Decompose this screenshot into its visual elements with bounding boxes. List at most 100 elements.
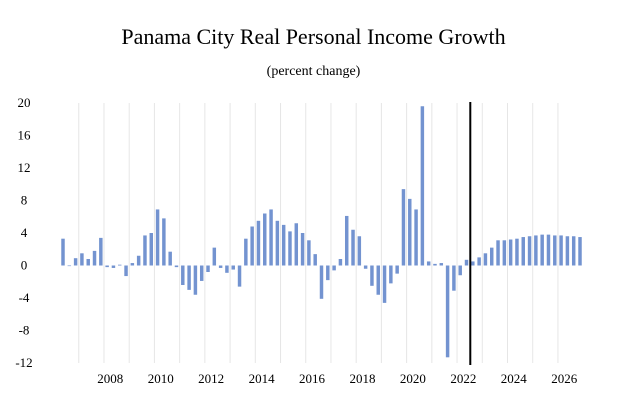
y-tick-label: -8 (19, 323, 30, 338)
bar (534, 235, 538, 266)
x-tick-label: 2020 (400, 371, 426, 386)
bar (332, 265, 336, 271)
bar (490, 247, 494, 266)
x-tick-label: 2024 (501, 371, 528, 386)
bar (439, 263, 444, 266)
bar (237, 265, 242, 287)
y-tick-label: -12 (15, 355, 32, 370)
bar (338, 259, 343, 266)
bar (231, 265, 235, 270)
bar (395, 265, 399, 274)
bar (124, 265, 128, 277)
bar (540, 234, 544, 266)
bar (414, 209, 418, 266)
bar (515, 238, 519, 266)
bar (508, 239, 513, 266)
bar (496, 240, 500, 266)
bar (408, 198, 412, 266)
bar (313, 254, 317, 266)
x-tick-label: 2022 (450, 371, 476, 386)
x-tick-label: 2008 (97, 371, 123, 386)
y-tick-label: 8 (21, 193, 28, 208)
bar (92, 250, 97, 266)
bar (218, 265, 223, 268)
bar (288, 231, 292, 266)
bar (193, 265, 198, 295)
bar (300, 233, 305, 266)
x-tick-label: 2010 (148, 371, 174, 386)
bar (250, 226, 254, 266)
y-tick-label: -4 (19, 290, 30, 305)
bar (370, 265, 374, 286)
bar (263, 213, 267, 266)
bar (319, 265, 324, 299)
x-tick-label: 2014 (249, 371, 276, 386)
bar (118, 264, 122, 266)
y-tick-label: 20 (18, 95, 31, 110)
bar (111, 265, 116, 268)
bar (426, 261, 431, 266)
bar (86, 259, 90, 266)
bar (464, 259, 469, 266)
bar (559, 235, 563, 266)
bar (269, 209, 273, 266)
bar (162, 218, 166, 266)
bar (307, 240, 311, 266)
bar (553, 235, 557, 266)
bar (483, 253, 488, 266)
bar (458, 265, 462, 276)
x-tick-label: 2012 (198, 371, 224, 386)
bar (382, 265, 387, 303)
bar (80, 253, 84, 266)
bar (433, 263, 437, 266)
bar (565, 236, 570, 266)
chart-title: Panama City Real Personal Income Growth (121, 24, 506, 49)
bar (199, 265, 204, 281)
y-tick-label: 12 (18, 160, 31, 175)
bar (155, 209, 160, 266)
bar (477, 257, 481, 266)
bar (143, 235, 147, 266)
bar (571, 236, 576, 266)
bar (61, 238, 65, 266)
bar (73, 258, 78, 266)
bar (452, 265, 456, 291)
bar (527, 236, 532, 266)
bar (244, 238, 248, 266)
bar (502, 240, 507, 266)
x-tick-label: 2026 (551, 371, 578, 386)
chart-subtitle: (percent change) (266, 64, 361, 79)
bar (187, 265, 191, 290)
bar (546, 234, 551, 266)
bar (344, 215, 349, 266)
bar (181, 265, 185, 285)
bar (401, 189, 406, 266)
bar (294, 223, 299, 266)
bar (212, 247, 217, 266)
bar (168, 251, 172, 266)
bar (174, 265, 179, 268)
bar (420, 106, 425, 266)
bar (281, 224, 286, 266)
bar (149, 233, 153, 266)
bar (389, 265, 393, 284)
bar (521, 237, 525, 266)
y-tick-label: 4 (21, 225, 28, 240)
bar (445, 265, 450, 358)
bar (225, 265, 229, 273)
bar (99, 237, 103, 266)
bar (130, 263, 135, 266)
bar (363, 265, 368, 269)
bar (105, 265, 109, 268)
bar (256, 220, 261, 266)
bar (351, 229, 355, 266)
x-tick-label: 2016 (299, 371, 326, 386)
y-tick-label: 0 (21, 258, 28, 273)
bar (471, 261, 475, 266)
bar (357, 236, 362, 266)
bar (206, 265, 210, 272)
bar (578, 237, 582, 266)
bar (326, 265, 330, 281)
